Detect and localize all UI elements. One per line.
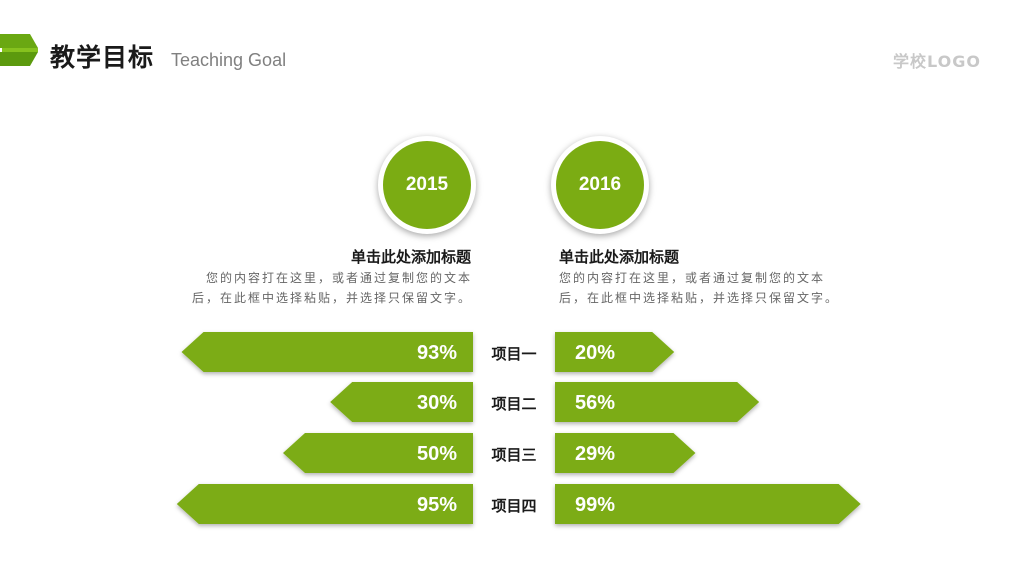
logo-mark-icon	[0, 34, 38, 66]
left-bar-label-2: 30%	[417, 392, 457, 414]
right-bar-label-4: 99%	[575, 494, 615, 516]
page-subtitle: Teaching Goal	[171, 50, 287, 70]
category-label-1: 项目一	[491, 345, 537, 363]
left-series-2015: 93% 30% 50% 95%	[176, 332, 474, 524]
year-circle-2015: 2015	[378, 136, 476, 234]
page-title: 教学目标	[50, 43, 155, 72]
category-label-3: 项目三	[491, 446, 537, 464]
category-label-4: 项目四	[491, 497, 537, 515]
school-logo: 学校LOGO	[893, 52, 981, 71]
right-body-line-1: 您的内容打在这里，或者通过复制您的文本	[559, 271, 826, 285]
right-bar-4	[555, 484, 861, 524]
category-label-2: 项目二	[491, 395, 537, 413]
left-bar-1	[181, 332, 473, 372]
left-body-line-1: 您的内容打在这里，或者通过复制您的文本	[205, 271, 472, 285]
right-bar-3	[555, 433, 696, 473]
right-bar-label-3: 29%	[575, 443, 615, 465]
left-bar-label-1: 93%	[417, 342, 457, 364]
left-column-heading: 单击此处添加标题	[350, 248, 471, 266]
right-bar-label-1: 20%	[575, 342, 615, 364]
right-column-body: 您的内容打在这里，或者通过复制您的文本 后，在此框中选择粘贴，并选择只保留文字。	[559, 268, 839, 308]
left-body-line-2: 后，在此框中选择粘贴，并选择只保留文字。	[191, 291, 472, 305]
left-bar-4	[176, 484, 474, 524]
right-column-heading: 单击此处添加标题	[559, 248, 680, 266]
left-bar-3	[283, 433, 473, 473]
left-bar-label-3: 50%	[417, 443, 457, 465]
right-bar-1	[555, 332, 675, 372]
right-body-line-2: 后，在此框中选择粘贴，并选择只保留文字。	[559, 291, 840, 305]
left-bar-2	[330, 382, 473, 422]
right-bar-label-2: 56%	[575, 392, 615, 414]
year-circle-2016: 2016	[551, 136, 649, 234]
left-column-body: 您的内容打在这里，或者通过复制您的文本 后，在此框中选择粘贴，并选择只保留文字。	[192, 268, 472, 308]
left-bar-label-4: 95%	[417, 494, 457, 516]
right-series-2016: 20% 56% 29% 99%	[555, 332, 861, 524]
right-bar-2	[555, 382, 760, 422]
